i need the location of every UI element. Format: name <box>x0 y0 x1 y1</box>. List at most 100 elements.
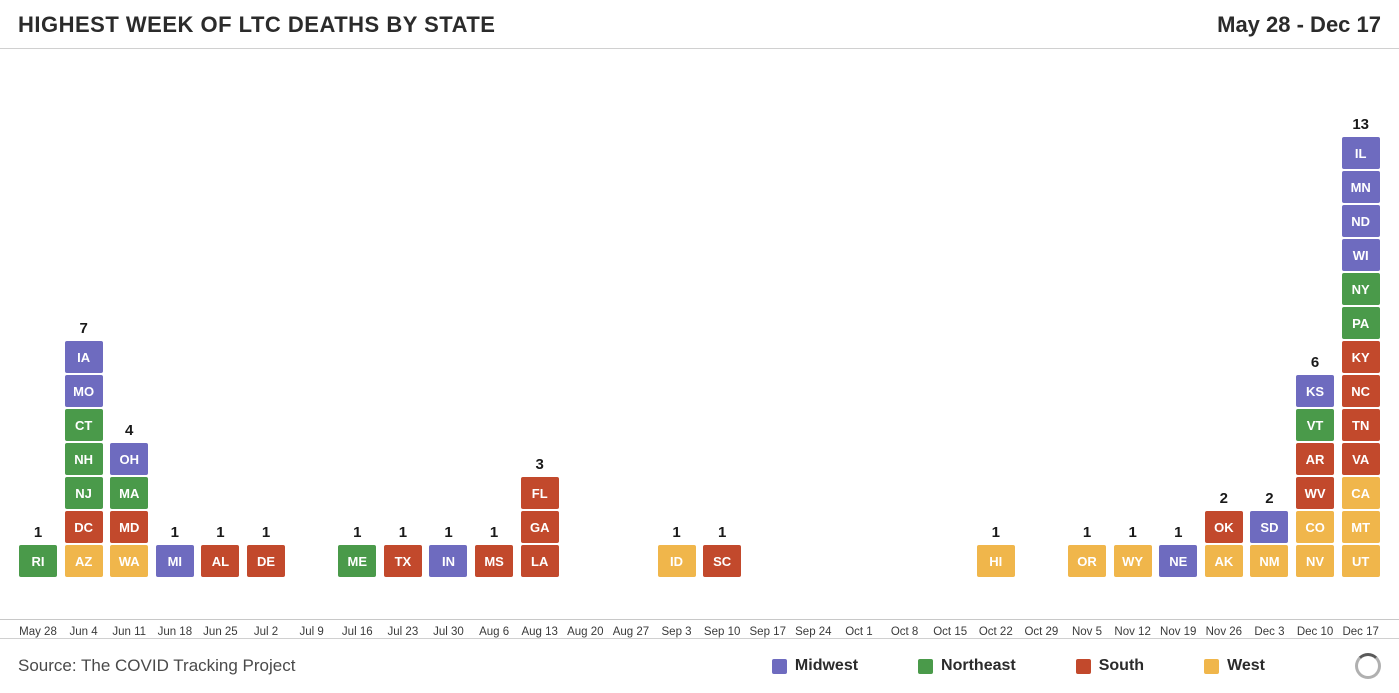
state-cell: OR <box>1068 545 1106 577</box>
x-axis-label: Jun 4 <box>64 626 104 638</box>
state-cell: PA <box>1342 307 1380 339</box>
legend-label: South <box>1099 657 1144 675</box>
week-column <box>1021 558 1061 579</box>
count-label: 2 <box>1220 490 1228 508</box>
state-cell: MT <box>1342 511 1380 543</box>
count-label: 2 <box>1265 490 1273 508</box>
x-axis-label: Jun 25 <box>200 626 240 638</box>
state-cell: VT <box>1296 409 1334 441</box>
state-cell: UT <box>1342 545 1380 577</box>
state-cell: RI <box>19 545 57 577</box>
state-cell: CO <box>1296 511 1334 543</box>
week-column: 1 TX <box>383 524 423 579</box>
legend-label: Midwest <box>795 657 858 675</box>
state-cell: IA <box>65 341 103 373</box>
state-cell: NV <box>1296 545 1334 577</box>
state-cell: NY <box>1342 273 1380 305</box>
week-column: 7IAMOCTNHNJDCAZ <box>64 320 104 579</box>
week-column <box>793 558 833 579</box>
state-cell: CT <box>65 409 103 441</box>
x-axis-label: Sep 10 <box>702 626 742 638</box>
legend-item: Northeast <box>918 657 1016 675</box>
week-column: 1 OR <box>1067 524 1107 579</box>
week-column: 6 KSVTARWVCONV <box>1295 354 1335 579</box>
x-axis-label: Sep 17 <box>748 626 788 638</box>
legend-item: West <box>1204 657 1265 675</box>
chart-footer: Source: The COVID Tracking Project Midwe… <box>0 638 1399 693</box>
legend-swatch <box>918 659 933 674</box>
state-cell: LA <box>521 545 559 577</box>
x-axis-label: Nov 19 <box>1158 626 1198 638</box>
state-cell: WA <box>110 545 148 577</box>
state-cell: MA <box>110 477 148 509</box>
x-axis-label: Oct 15 <box>930 626 970 638</box>
state-cell: OK <box>1205 511 1243 543</box>
state-cell: AR <box>1296 443 1334 475</box>
x-axis: May 28Jun 4Jun 11Jun 18Jun 25Jul 2Jul 9J… <box>0 619 1399 638</box>
state-cell: AK <box>1205 545 1243 577</box>
state-cell: NE <box>1159 545 1197 577</box>
x-axis-label: Aug 20 <box>565 626 605 638</box>
week-column <box>885 558 925 579</box>
legend-item: South <box>1076 657 1144 675</box>
legend: Midwest Northeast South West <box>772 653 1381 679</box>
x-axis-label: Dec 3 <box>1249 626 1289 638</box>
count-label: 1 <box>1083 524 1091 542</box>
count-label: 1 <box>718 524 726 542</box>
x-axis-label: Sep 24 <box>793 626 833 638</box>
week-column: 1 RI <box>18 524 58 579</box>
x-axis-label: Jul 16 <box>337 626 377 638</box>
legend-swatch <box>772 659 787 674</box>
week-column: 1MI <box>155 524 195 579</box>
state-cell: KS <box>1296 375 1334 407</box>
count-label: 13 <box>1352 116 1369 134</box>
state-cell: SC <box>703 545 741 577</box>
chart-date-range: May 28 - Dec 17 <box>1217 12 1381 38</box>
state-cell: MN <box>1342 171 1380 203</box>
week-column <box>748 558 788 579</box>
state-cell: TX <box>384 545 422 577</box>
state-cell: ND <box>1342 205 1380 237</box>
state-cell: CA <box>1342 477 1380 509</box>
week-column: 1MS <box>474 524 514 579</box>
state-cell: HI <box>977 545 1015 577</box>
x-axis-label: Jun 18 <box>155 626 195 638</box>
week-column: 2SDNM <box>1249 490 1289 579</box>
state-cell: NC <box>1342 375 1380 407</box>
week-column: 2 OKAK <box>1204 490 1244 579</box>
x-axis-label: Oct 1 <box>839 626 879 638</box>
week-column: 1NE <box>1158 524 1198 579</box>
week-column: 4OHMAMDWA <box>109 422 149 579</box>
count-label: 7 <box>79 320 87 338</box>
x-axis-label: Nov 12 <box>1113 626 1153 638</box>
count-label: 1 <box>216 524 224 542</box>
state-cell: FL <box>521 477 559 509</box>
state-cell: MD <box>110 511 148 543</box>
count-label: 6 <box>1311 354 1319 372</box>
count-label: 3 <box>536 456 544 474</box>
state-cell: VA <box>1342 443 1380 475</box>
count-label: 1 <box>399 524 407 542</box>
state-cell: ME <box>338 545 376 577</box>
state-cell: OH <box>110 443 148 475</box>
x-axis-label: Aug 13 <box>520 626 560 638</box>
week-column: 1WY <box>1113 524 1153 579</box>
state-cell: ID <box>658 545 696 577</box>
legend-label: West <box>1227 657 1265 675</box>
state-cell: WV <box>1296 477 1334 509</box>
week-column <box>930 558 970 579</box>
state-cell: NH <box>65 443 103 475</box>
x-axis-label: Nov 5 <box>1067 626 1107 638</box>
chart-header: HIGHEST WEEK OF LTC DEATHS BY STATE May … <box>0 0 1399 49</box>
state-cell: MI <box>156 545 194 577</box>
source-text: Source: The COVID Tracking Project <box>18 656 295 676</box>
week-column <box>611 558 651 579</box>
x-axis-label: Dec 17 <box>1341 626 1381 638</box>
count-label: 1 <box>34 524 42 542</box>
state-cell: TN <box>1342 409 1380 441</box>
state-cell: WI <box>1342 239 1380 271</box>
state-cell: IL <box>1342 137 1380 169</box>
state-cell: DE <box>247 545 285 577</box>
x-axis-label: Jun 11 <box>109 626 149 638</box>
legend-swatch <box>1204 659 1219 674</box>
